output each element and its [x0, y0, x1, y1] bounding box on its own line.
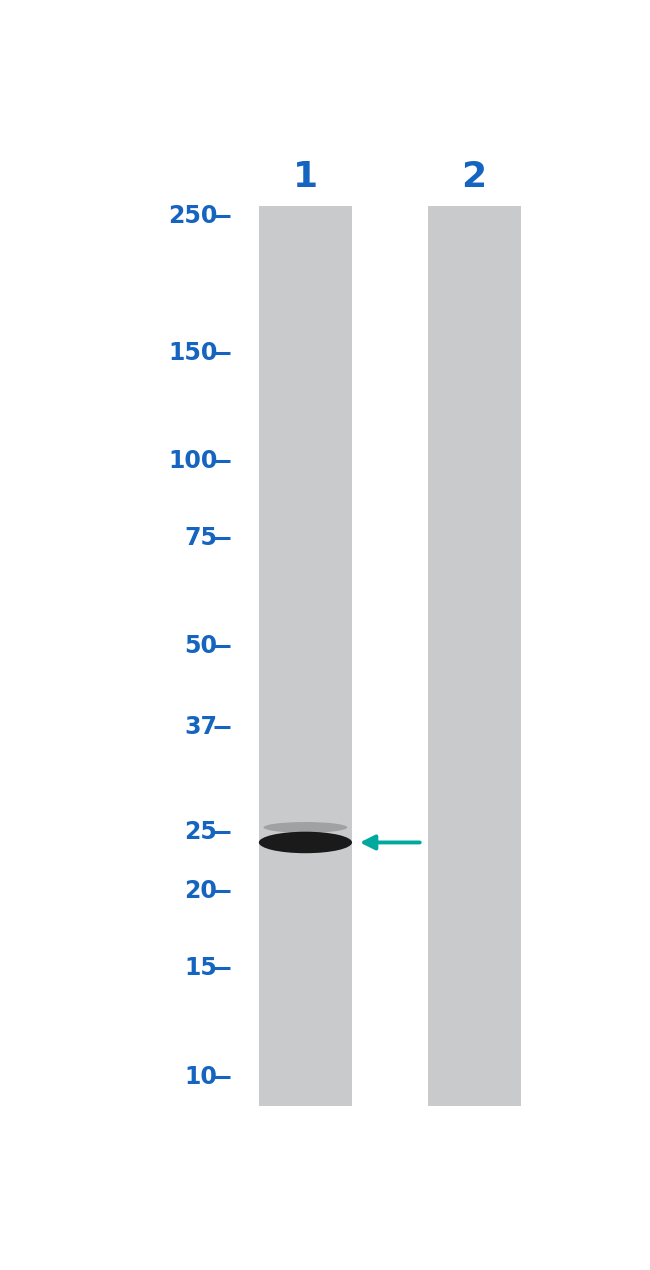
- Text: 15: 15: [185, 956, 217, 980]
- Text: 150: 150: [168, 340, 217, 364]
- Text: 50: 50: [184, 634, 217, 658]
- Text: 100: 100: [168, 448, 217, 472]
- Bar: [259, 206, 352, 1106]
- Text: 25: 25: [185, 819, 217, 843]
- Text: 10: 10: [185, 1064, 217, 1088]
- Bar: [428, 206, 521, 1106]
- Text: 1: 1: [293, 160, 318, 194]
- Ellipse shape: [263, 822, 347, 833]
- Text: 75: 75: [184, 526, 217, 550]
- Ellipse shape: [259, 832, 352, 853]
- Text: 250: 250: [168, 204, 217, 227]
- Text: 37: 37: [184, 715, 217, 739]
- Text: 2: 2: [462, 160, 487, 194]
- Text: 20: 20: [185, 879, 217, 903]
